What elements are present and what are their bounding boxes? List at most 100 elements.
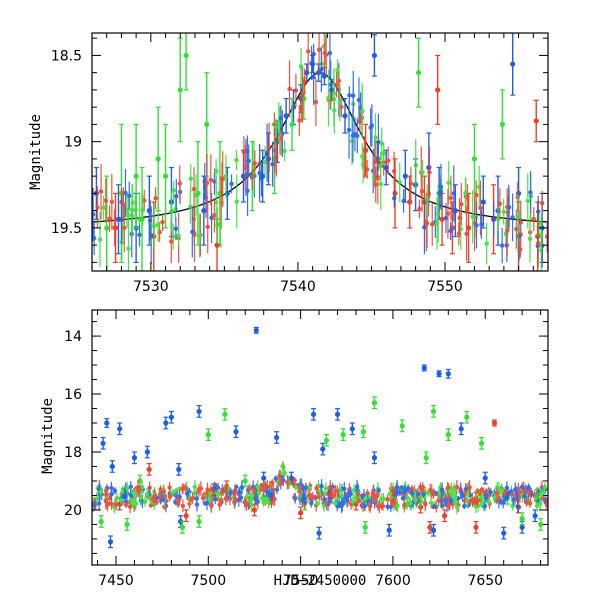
dense-marker bbox=[514, 226, 519, 232]
data-marker bbox=[532, 513, 538, 519]
series-blue bbox=[100, 326, 538, 549]
data-point-red bbox=[439, 192, 445, 246]
bottom-panel: 7450 7500 7550 7600 7650 14 16 18 20 bbox=[64, 309, 549, 589]
dense-marker bbox=[454, 484, 460, 490]
dense-marker bbox=[316, 47, 322, 52]
dense-marker bbox=[347, 93, 352, 98]
dense-marker bbox=[223, 496, 229, 501]
dense-marker bbox=[474, 193, 479, 198]
data-marker bbox=[519, 516, 525, 522]
dense-marker bbox=[277, 481, 283, 486]
dense-marker bbox=[539, 232, 544, 237]
dense-marker bbox=[278, 135, 284, 141]
data-marker bbox=[320, 446, 326, 452]
dense-marker bbox=[401, 198, 406, 204]
dense-marker bbox=[196, 488, 202, 493]
dense-marker bbox=[95, 205, 100, 210]
dense-marker bbox=[212, 213, 217, 218]
data-point-red bbox=[183, 509, 189, 523]
data-marker bbox=[205, 432, 211, 438]
data-marker bbox=[501, 530, 507, 536]
data-point-blue bbox=[310, 407, 317, 421]
dense-marker bbox=[144, 492, 150, 497]
dense-marker bbox=[105, 502, 110, 508]
y-tick-label: 20 bbox=[64, 503, 82, 519]
data-marker bbox=[242, 478, 248, 484]
dense-marker bbox=[468, 499, 473, 504]
bottom-plot-area bbox=[92, 326, 548, 549]
data-marker bbox=[98, 518, 104, 525]
dense-marker bbox=[315, 501, 320, 506]
data-point-blue bbox=[233, 425, 239, 439]
dense-marker bbox=[223, 174, 229, 179]
dense-marker bbox=[272, 496, 277, 502]
data-marker bbox=[510, 61, 516, 67]
dense-marker bbox=[104, 492, 109, 497]
dense-marker bbox=[212, 496, 218, 502]
data-point-green bbox=[423, 451, 429, 465]
dense-marker bbox=[464, 231, 469, 236]
data-marker bbox=[104, 420, 110, 426]
data-point-green bbox=[362, 520, 368, 534]
data-marker bbox=[214, 242, 220, 248]
dense-marker bbox=[142, 499, 148, 505]
dense-marker bbox=[422, 225, 427, 230]
dense-marker bbox=[309, 60, 314, 66]
dense-marker bbox=[107, 216, 112, 221]
dense-marker bbox=[351, 487, 357, 493]
data-point-blue bbox=[342, 97, 348, 134]
dense-marker bbox=[131, 498, 136, 503]
data-marker bbox=[310, 411, 317, 417]
dense-marker bbox=[167, 485, 172, 490]
data-point-blue bbox=[274, 431, 280, 444]
dense-marker bbox=[112, 488, 117, 493]
data-marker bbox=[253, 327, 259, 333]
dense-marker bbox=[147, 218, 153, 223]
data-marker bbox=[274, 434, 280, 441]
data-point-green bbox=[242, 474, 248, 488]
data-point-blue bbox=[283, 97, 289, 134]
data-marker bbox=[392, 190, 398, 196]
data-point-red bbox=[146, 462, 152, 476]
dense-marker bbox=[363, 496, 368, 501]
dense-marker bbox=[260, 496, 265, 501]
data-marker bbox=[298, 510, 304, 516]
dense-marker bbox=[155, 222, 161, 227]
dense-marker bbox=[161, 489, 167, 495]
dense-marker bbox=[208, 488, 214, 493]
data-point-blue bbox=[109, 460, 115, 473]
data-point-blue bbox=[117, 422, 123, 436]
data-point-green bbox=[519, 512, 525, 526]
data-marker bbox=[133, 173, 139, 179]
data-marker bbox=[183, 513, 189, 519]
dense-marker bbox=[276, 120, 282, 125]
dense-marker bbox=[151, 223, 157, 229]
data-point-blue bbox=[510, 33, 516, 96]
data-point-red bbox=[427, 520, 433, 534]
data-marker bbox=[480, 199, 486, 205]
dense-marker bbox=[180, 503, 186, 509]
dense-marker bbox=[219, 490, 224, 495]
x-tick-label: 7550 bbox=[283, 573, 319, 589]
dense-marker bbox=[213, 168, 219, 174]
data-marker bbox=[137, 478, 143, 484]
dense-marker bbox=[112, 225, 117, 230]
dense-marker bbox=[445, 485, 450, 491]
dense-marker bbox=[219, 498, 224, 504]
data-marker bbox=[538, 521, 544, 528]
series-green bbox=[104, 33, 505, 271]
dense-marker bbox=[394, 491, 399, 497]
dense-marker bbox=[385, 504, 390, 509]
data-marker bbox=[340, 432, 346, 438]
data-point-red bbox=[435, 54, 441, 126]
dense-marker bbox=[128, 484, 133, 490]
dense-marker bbox=[323, 486, 329, 491]
data-marker bbox=[251, 507, 258, 513]
dense-marker bbox=[446, 180, 451, 185]
data-point-blue bbox=[196, 405, 202, 418]
dense-marker bbox=[160, 219, 165, 225]
data-point-green bbox=[415, 37, 422, 108]
dense-marker bbox=[424, 197, 430, 203]
data-marker bbox=[146, 466, 152, 472]
dense-marker bbox=[357, 498, 362, 503]
